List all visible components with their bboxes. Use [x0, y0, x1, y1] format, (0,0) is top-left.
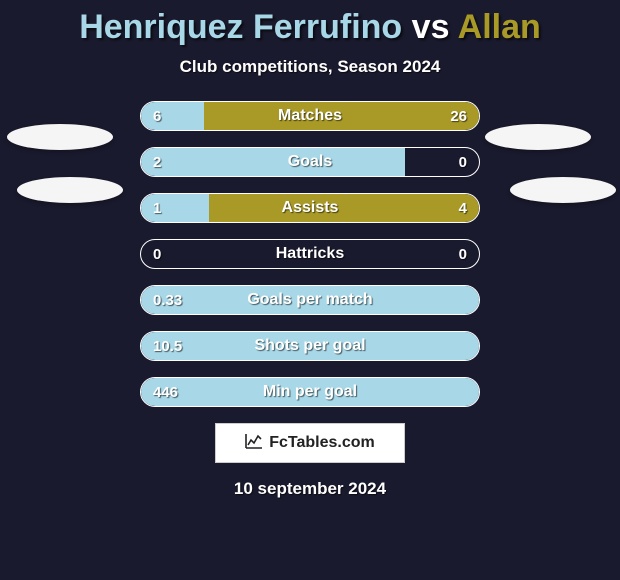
stat-label: Goals per match — [141, 286, 479, 314]
stat-row: 20Goals — [140, 147, 480, 177]
stat-label: Goals — [141, 148, 479, 176]
chart-icon — [245, 433, 263, 454]
logo-text: FcTables.com — [269, 434, 375, 452]
team-logo-placeholder — [7, 124, 113, 150]
vs-separator: vs — [402, 8, 457, 46]
stat-label: Shots per goal — [141, 332, 479, 360]
stat-label: Assists — [141, 194, 479, 222]
stat-row: 0.33Goals per match — [140, 285, 480, 315]
team-logo-placeholder — [485, 124, 591, 150]
player2-name: Allan — [458, 8, 541, 46]
stat-row: 14Assists — [140, 193, 480, 223]
stat-label: Matches — [141, 102, 479, 130]
stat-row: 10.5Shots per goal — [140, 331, 480, 361]
stats-container: 626Matches 20Goals 14Assists 00Hattricks 0.3… — [140, 101, 480, 407]
stat-row: 00Hattricks — [140, 239, 480, 269]
player1-name: Henriquez Ferrufino — [79, 8, 402, 46]
stat-row: 626Matches — [140, 101, 480, 131]
source-logo: FcTables.com — [215, 423, 405, 463]
comparison-title: Henriquez Ferrufino vs Allan — [0, 0, 620, 47]
stat-label: Min per goal — [141, 378, 479, 406]
team-logo-placeholder — [17, 177, 123, 203]
subtitle: Club competitions, Season 2024 — [0, 57, 620, 77]
stat-row: 446Min per goal — [140, 377, 480, 407]
stat-label: Hattricks — [141, 240, 479, 268]
team-logo-placeholder — [510, 177, 616, 203]
date-label: 10 september 2024 — [0, 479, 620, 499]
